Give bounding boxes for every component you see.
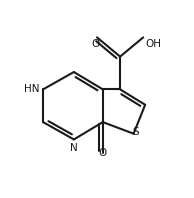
Text: HN: HN [24, 84, 39, 94]
Text: O: O [99, 148, 107, 158]
Text: OH: OH [145, 39, 161, 49]
Text: O: O [91, 39, 99, 49]
Text: S: S [132, 127, 139, 137]
Text: N: N [70, 143, 78, 153]
